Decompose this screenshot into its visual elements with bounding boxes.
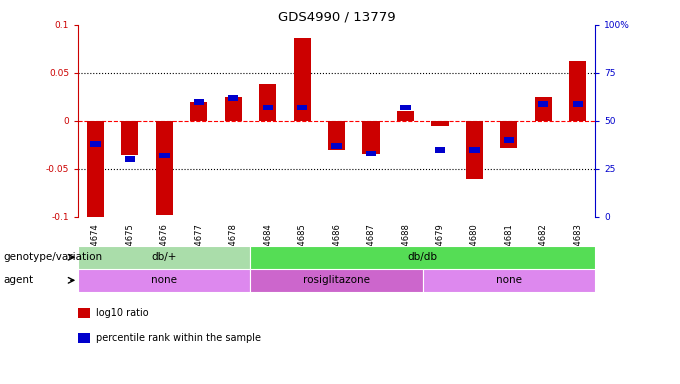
Bar (538, 101, 549, 107)
Bar (250, 246, 595, 269)
Bar (190, 102, 207, 121)
Bar (259, 84, 276, 121)
Bar (228, 95, 239, 101)
Bar (423, 269, 595, 292)
Bar (534, 97, 552, 121)
Bar (262, 105, 273, 111)
Bar (504, 137, 514, 143)
Text: none: none (496, 275, 522, 285)
Bar (573, 101, 583, 107)
Bar (121, 121, 139, 155)
Bar (328, 121, 345, 150)
Bar (397, 111, 414, 121)
Bar (366, 151, 376, 157)
Bar (87, 121, 104, 218)
Text: db/db: db/db (408, 252, 438, 262)
Text: none: none (152, 275, 177, 285)
Bar (294, 38, 311, 121)
Bar (90, 141, 101, 147)
Bar (469, 147, 479, 153)
Text: rosiglitazone: rosiglitazone (303, 275, 370, 285)
Text: genotype/variation: genotype/variation (3, 252, 103, 262)
Bar (224, 97, 242, 121)
Text: percentile rank within the sample: percentile rank within the sample (96, 333, 261, 343)
Bar (331, 143, 342, 149)
Bar (401, 105, 411, 111)
Text: log10 ratio: log10 ratio (96, 308, 148, 318)
Bar (431, 121, 449, 126)
Bar (78, 246, 250, 269)
Bar (250, 269, 423, 292)
Bar (159, 153, 169, 159)
Bar (194, 99, 204, 105)
Bar (500, 121, 517, 148)
Bar (124, 157, 135, 162)
Bar (569, 61, 586, 121)
Bar (78, 269, 250, 292)
Bar (466, 121, 483, 179)
Text: db/+: db/+ (152, 252, 177, 262)
Bar (362, 121, 379, 154)
Title: GDS4990 / 13779: GDS4990 / 13779 (278, 11, 395, 24)
Bar (297, 105, 307, 111)
Bar (156, 121, 173, 215)
Bar (435, 147, 445, 153)
Text: agent: agent (3, 275, 33, 285)
